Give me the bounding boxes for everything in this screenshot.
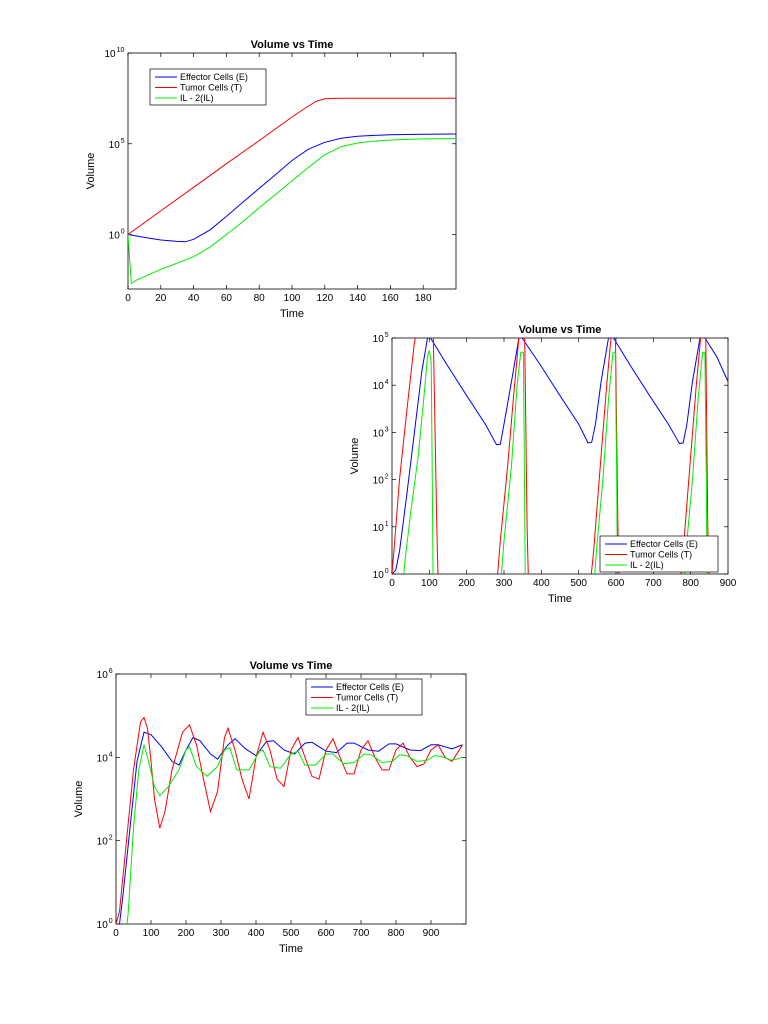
legend: Effector Cells (E)Tumor Cells (T)IL - 2(… xyxy=(599,535,719,573)
y-tick-label-exponent: 3 xyxy=(385,426,389,433)
x-tick-label: 0 xyxy=(113,928,119,939)
y-tick-label-exponent: 1 xyxy=(385,521,389,528)
series-group xyxy=(128,97,456,285)
legend-label-il-2-il: IL - 2(IL) xyxy=(336,703,370,713)
y-tick-label-base: 10 xyxy=(373,381,385,392)
x-tick-label: 500 xyxy=(570,578,587,589)
y-tick-label-base: 10 xyxy=(97,920,109,931)
y-tick-label-exponent: 5 xyxy=(121,138,125,145)
y-tick-label-base: 10 xyxy=(104,49,116,60)
x-tick-label: 200 xyxy=(178,928,195,939)
y-tick-label-base: 10 xyxy=(373,428,385,439)
x-tick-label: 900 xyxy=(423,928,440,939)
y-tick-label-exponent: 4 xyxy=(385,379,389,386)
y-axis-label: Volume xyxy=(73,781,85,818)
plot-area xyxy=(391,337,729,575)
x-tick-label: 300 xyxy=(213,928,230,939)
legend: Effector Cells (E)Tumor Cells (T)IL - 2(… xyxy=(305,678,423,716)
series-line-tumor-cells-t xyxy=(392,338,710,574)
x-tick-label: 800 xyxy=(388,928,405,939)
x-tick-label: 700 xyxy=(353,928,370,939)
y-axis-label: Volume xyxy=(85,153,97,190)
legend-label-effector-cells-e: Effector Cells (E) xyxy=(630,539,698,549)
x-tick-label: 600 xyxy=(318,928,335,939)
legend-label-tumor-cells-t: Tumor Cells (T) xyxy=(180,83,242,93)
x-tick-label: 500 xyxy=(283,928,300,939)
y-tick-label-exponent: 0 xyxy=(121,229,125,236)
x-tick-label: 0 xyxy=(125,293,131,304)
x-tick-label: 0 xyxy=(389,578,395,589)
y-tick-label-exponent: 4 xyxy=(109,751,113,758)
series-line-effector-cells-e xyxy=(128,133,456,243)
x-tick-label: 20 xyxy=(155,293,167,304)
y-tick-label-base: 10 xyxy=(109,231,121,242)
legend-label-il-2-il: IL - 2(IL) xyxy=(180,93,214,103)
chart-title: Volume vs Time xyxy=(251,39,334,51)
y-axis-label: Volume xyxy=(349,438,361,475)
series-line-il-2-il xyxy=(128,138,456,285)
y-tick-label-base: 10 xyxy=(97,753,109,764)
y-tick-label-base: 10 xyxy=(373,476,385,487)
y-tick-label-base: 10 xyxy=(373,334,385,345)
x-tick-label: 60 xyxy=(221,293,233,304)
y-tick-label-base: 10 xyxy=(373,523,385,534)
legend-label-tumor-cells-t: Tumor Cells (T) xyxy=(336,693,398,703)
x-axis-label: Time xyxy=(548,593,572,605)
x-tick-label: 400 xyxy=(248,928,265,939)
legend-label-tumor-cells-t: Tumor Cells (T) xyxy=(630,550,692,560)
x-tick-label: 400 xyxy=(533,578,550,589)
x-tick-label: 180 xyxy=(415,293,432,304)
series-line-effector-cells-e xyxy=(392,338,728,574)
y-tick-label-exponent: 6 xyxy=(109,668,113,675)
x-tick-label: 100 xyxy=(284,293,301,304)
x-tick-label: 200 xyxy=(458,578,475,589)
y-tick-label-base: 10 xyxy=(373,570,385,581)
x-tick-label: 900 xyxy=(720,578,737,589)
series-line-il-2-il xyxy=(403,350,708,574)
y-tick-label-exponent: 0 xyxy=(109,918,113,925)
x-tick-label: 140 xyxy=(349,293,366,304)
series-group xyxy=(392,338,728,574)
legend-label-effector-cells-e: Effector Cells (E) xyxy=(180,72,248,82)
x-tick-label: 100 xyxy=(143,928,160,939)
legend-label-il-2-il: IL - 2(IL) xyxy=(630,560,664,570)
y-tick-label-exponent: 5 xyxy=(385,332,389,339)
x-tick-label: 80 xyxy=(254,293,266,304)
x-tick-label: 120 xyxy=(316,293,333,304)
series-line-tumor-cells-t xyxy=(128,97,456,235)
chart-title: Volume vs Time xyxy=(519,324,602,336)
x-tick-label: 100 xyxy=(421,578,438,589)
x-tick-label: 700 xyxy=(645,578,662,589)
legend: Effector Cells (E)Tumor Cells (T)IL - 2(… xyxy=(149,68,267,106)
x-axis-label: Time xyxy=(280,308,304,320)
y-tick-label-exponent: 0 xyxy=(385,568,389,575)
y-tick-label-base: 10 xyxy=(97,670,109,681)
series-group xyxy=(116,716,463,924)
x-axis-label: Time xyxy=(279,943,303,955)
y-tick-label-exponent: 10 xyxy=(117,47,125,54)
x-tick-label: 600 xyxy=(608,578,625,589)
legend-label-effector-cells-e: Effector Cells (E) xyxy=(336,682,404,692)
chart-title: Volume vs Time xyxy=(250,660,333,672)
x-tick-label: 800 xyxy=(682,578,699,589)
y-tick-label-base: 10 xyxy=(109,140,121,151)
y-tick-label-exponent: 2 xyxy=(109,835,113,842)
series-line-il-2-il xyxy=(126,744,463,924)
x-tick-label: 40 xyxy=(188,293,200,304)
x-tick-label: 160 xyxy=(382,293,399,304)
plot-area xyxy=(115,673,467,925)
y-tick-label-base: 10 xyxy=(97,837,109,848)
y-tick-label-exponent: 2 xyxy=(385,474,389,481)
series-line-tumor-cells-t xyxy=(116,716,463,924)
x-tick-label: 300 xyxy=(496,578,513,589)
